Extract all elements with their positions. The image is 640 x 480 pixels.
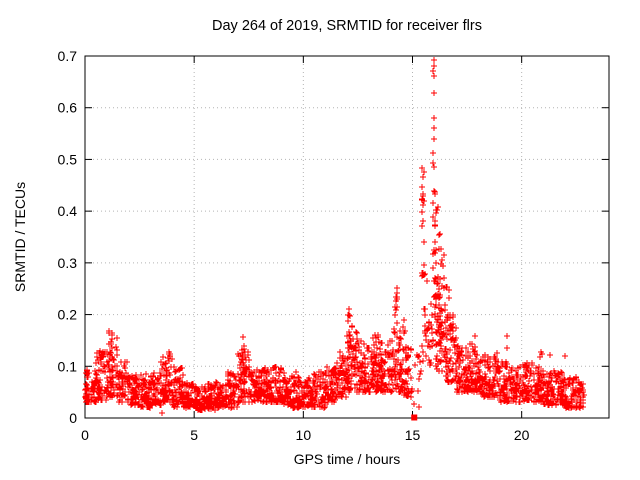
- x-tick-label: 10: [296, 427, 312, 443]
- x-tick-label: 0: [81, 427, 89, 443]
- x-tick-label: 15: [405, 427, 421, 443]
- y-tick-label: 0.5: [58, 151, 78, 167]
- y-tick-label: 0.1: [58, 358, 78, 374]
- x-axis-label: GPS time / hours: [294, 451, 401, 467]
- data-point-markers: [82, 57, 587, 416]
- y-axis-label: SRMTID / TECUs: [12, 182, 28, 292]
- y-tick-label: 0.2: [58, 307, 78, 323]
- gridlines: [85, 56, 609, 418]
- y-tick-label: 0.3: [58, 255, 78, 271]
- scatter-points: [82, 57, 587, 421]
- x-tick-label: 20: [514, 427, 530, 443]
- y-tick-label: 0.7: [58, 48, 78, 64]
- plot-border: [84, 55, 610, 419]
- x-tick-label: 5: [190, 427, 198, 443]
- chart-title: Day 264 of 2019, SRMTID for receiver flr…: [212, 18, 482, 34]
- x-tick-labels: 0 5 10 15 20: [81, 427, 530, 443]
- y-tick-label: 0.4: [58, 203, 78, 219]
- y-tick-label: 0: [69, 410, 77, 426]
- y-tick-labels: 0 0.1 0.2 0.3 0.4 0.5 0.6 0.7: [58, 48, 78, 426]
- y-tick-label: 0.6: [58, 100, 78, 116]
- zero-value-square-marker: [411, 414, 418, 421]
